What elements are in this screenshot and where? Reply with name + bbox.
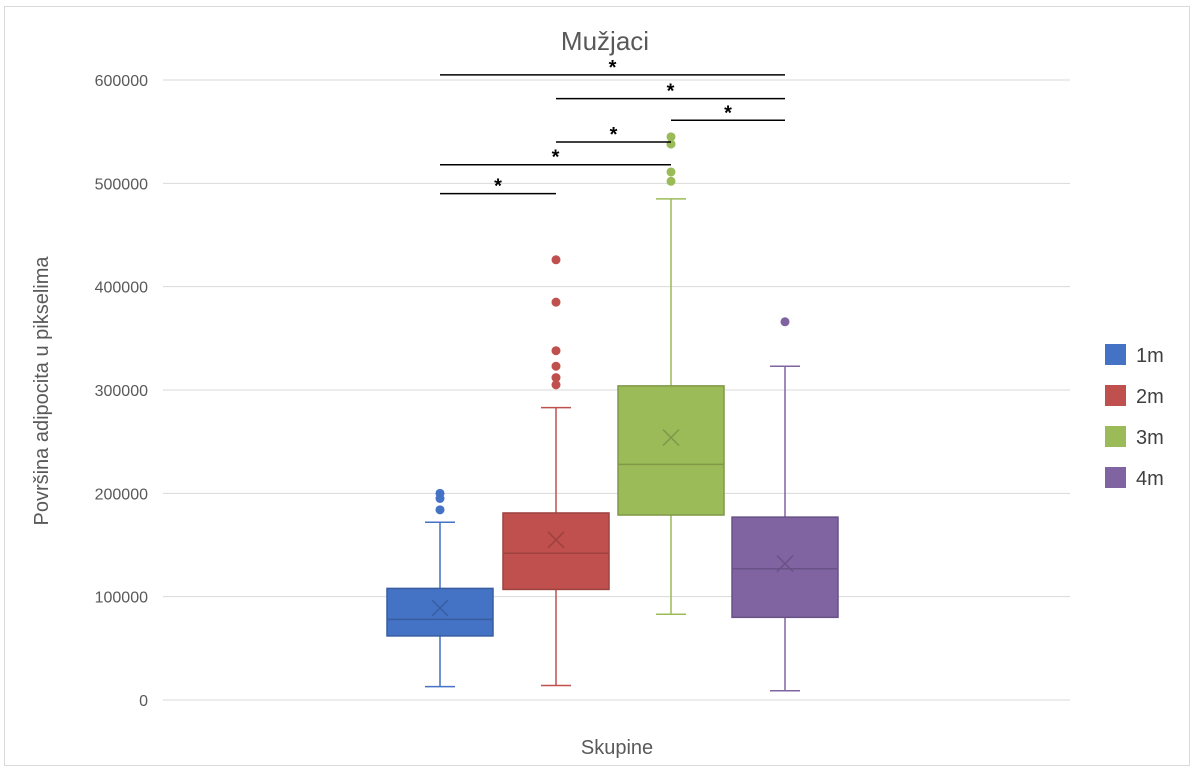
- significance-star: *: [609, 57, 617, 79]
- legend-item-3m: 3m: [1105, 426, 1164, 449]
- legend-swatch: [1105, 467, 1126, 488]
- significance-star: *: [724, 102, 732, 124]
- legend-swatch: [1105, 344, 1126, 365]
- outlier-point: [435, 505, 445, 515]
- y-axis-title: Površina adipocita u pikselima: [31, 256, 53, 526]
- y-tick-label: 600000: [95, 73, 148, 90]
- significance-brackets: * * * * * *: [440, 57, 785, 198]
- legend-swatch: [1105, 385, 1126, 406]
- outlier-point: [435, 488, 445, 498]
- y-tick-label: 300000: [95, 383, 148, 400]
- outlier-point: [666, 176, 676, 186]
- y-tick-label: 0: [139, 693, 148, 710]
- outlier-point: [551, 255, 561, 265]
- box-3m: [617, 132, 725, 615]
- chart-frame: [4, 6, 1190, 766]
- y-tick-label: 400000: [95, 280, 148, 297]
- box-body: [617, 385, 725, 516]
- box-2m: [502, 255, 610, 687]
- mean-marker: [547, 531, 565, 549]
- box-body: [386, 587, 494, 637]
- outlier-point: [666, 167, 676, 177]
- x-axis-title: Skupine: [581, 737, 653, 759]
- outlier-point: [551, 380, 561, 390]
- gridlines: [163, 79, 1070, 701]
- y-tick-label: 200000: [95, 486, 148, 503]
- outlier-point: [666, 132, 676, 142]
- boxes: [386, 132, 839, 692]
- y-axis-ticks: 0 100000 200000 300000 400000 500000 600000: [95, 73, 148, 710]
- outlier-point: [551, 297, 561, 307]
- outlier-point: [551, 373, 561, 383]
- y-tick-label: 100000: [95, 590, 148, 607]
- significance-star: *: [610, 124, 618, 146]
- legend-label: 4m: [1136, 468, 1164, 490]
- legend-label: 3m: [1136, 427, 1164, 449]
- chart-title: Mužjaci: [561, 26, 649, 56]
- outlier-point: [551, 361, 561, 371]
- mean-marker: [431, 599, 449, 617]
- legend-item-4m: 4m: [1105, 467, 1164, 490]
- legend-swatch: [1105, 426, 1126, 447]
- legend-label: 1m: [1136, 345, 1164, 367]
- mean-marker: [662, 429, 680, 447]
- legend-item-2m: 2m: [1105, 385, 1164, 408]
- significance-star: *: [494, 176, 502, 198]
- significance-star: *: [552, 147, 560, 169]
- box-1m: [386, 488, 494, 688]
- outlier-point: [551, 346, 561, 356]
- mean-marker: [776, 555, 794, 573]
- significance-star: *: [667, 81, 675, 103]
- y-tick-label: 500000: [95, 176, 148, 193]
- legend-item-1m: 1m: [1105, 344, 1164, 367]
- legend-label: 2m: [1136, 386, 1164, 408]
- box-4m: [731, 317, 839, 692]
- box-body: [502, 512, 610, 591]
- box-body: [731, 516, 839, 619]
- legend: 1m 2m 3m 4m: [1105, 344, 1164, 490]
- outlier-point: [780, 317, 790, 327]
